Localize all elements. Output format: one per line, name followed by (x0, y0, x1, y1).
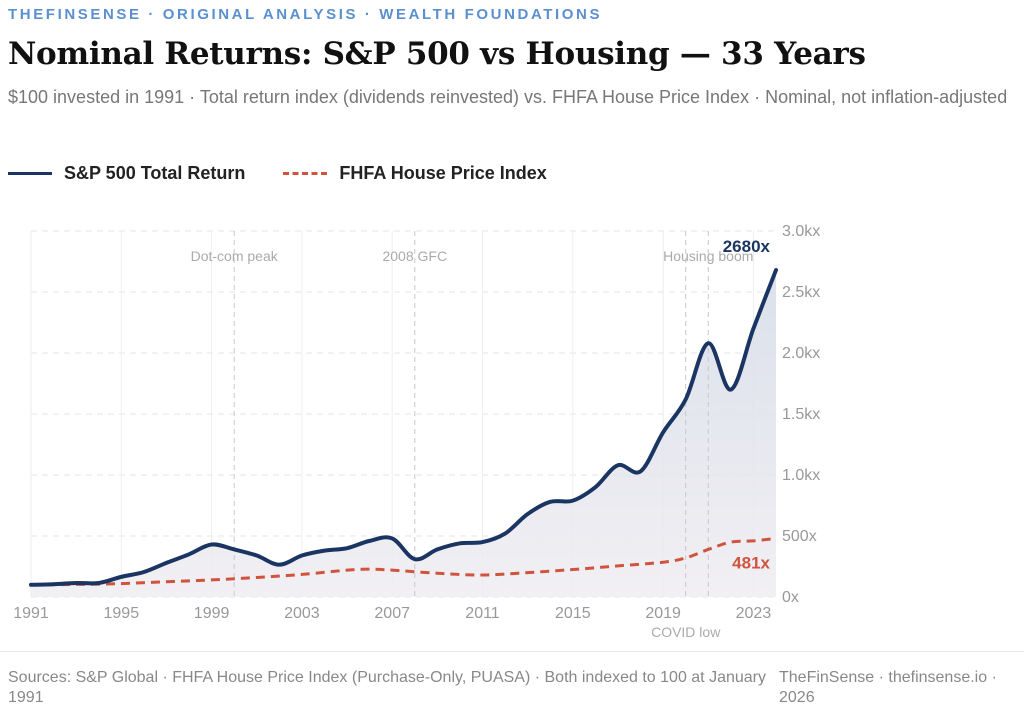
x-tick-label: 2023 (736, 605, 772, 622)
legend-label-sp500: S&P 500 Total Return (64, 163, 246, 183)
legend-item-fhfa: FHFA House Price Index (283, 163, 547, 184)
annotation-label: 2008 GFC (382, 248, 447, 264)
x-tick-label: 1991 (13, 605, 49, 622)
page-title: Nominal Returns: S&P 500 vs Housing — 33… (8, 36, 866, 72)
legend-label-fhfa: FHFA House Price Index (339, 163, 547, 183)
legend-swatch-sp500 (8, 172, 52, 175)
x-tick-label: 1999 (194, 605, 230, 622)
y-tick-label: 2.0kx (782, 345, 820, 362)
sp500-area (31, 270, 776, 597)
sp500-line (29, 268, 778, 587)
x-tick-label: 2011 (465, 605, 500, 622)
x-tick-label: 2019 (645, 605, 681, 622)
y-tick-label: 3.0kx (782, 223, 820, 240)
y-tick-label: 500x (782, 528, 817, 545)
annotation-label: COVID low (651, 624, 721, 640)
legend: S&P 500 Total Return FHFA House Price In… (8, 163, 547, 184)
subtitle: $100 invested in 1991 · Total return ind… (8, 87, 1008, 107)
y-tick-label: 1.0kx (782, 467, 820, 484)
sources-note: Sources: S&P Global · FHFA House Price I… (8, 669, 766, 706)
kicker: THEFINSENSE · ORIGINAL ANALYSIS · WEALTH… (8, 6, 603, 23)
sp500-end-label: 2680x (723, 237, 771, 256)
x-tick-label: 2007 (374, 605, 410, 622)
brand-credit: TheFinSense · thefinsense.io · 2026 (779, 669, 997, 706)
x-tick-label: 2003 (284, 605, 320, 622)
footer: Sources: S&P Global · FHFA House Price I… (0, 651, 1024, 706)
x-tick-label: 2015 (555, 605, 591, 622)
annotation-label: Dot-com peak (191, 248, 279, 264)
legend-item-sp500: S&P 500 Total Return (8, 163, 245, 184)
x-tick-label: 1995 (104, 605, 140, 622)
legend-swatch-fhfa (283, 172, 328, 175)
chart: 0x 500x 1.0kx 1.5kx 2.0kx 2.5kx 3.0kx 1991 1995 1… (13, 223, 820, 640)
y-tick-label: 2.5kx (782, 284, 820, 301)
fhfa-end-label: 481x (732, 553, 770, 572)
fhfa-line (30, 536, 777, 587)
y-tick-label: 1.5kx (782, 406, 820, 423)
y-tick-label: 0x (782, 589, 799, 606)
